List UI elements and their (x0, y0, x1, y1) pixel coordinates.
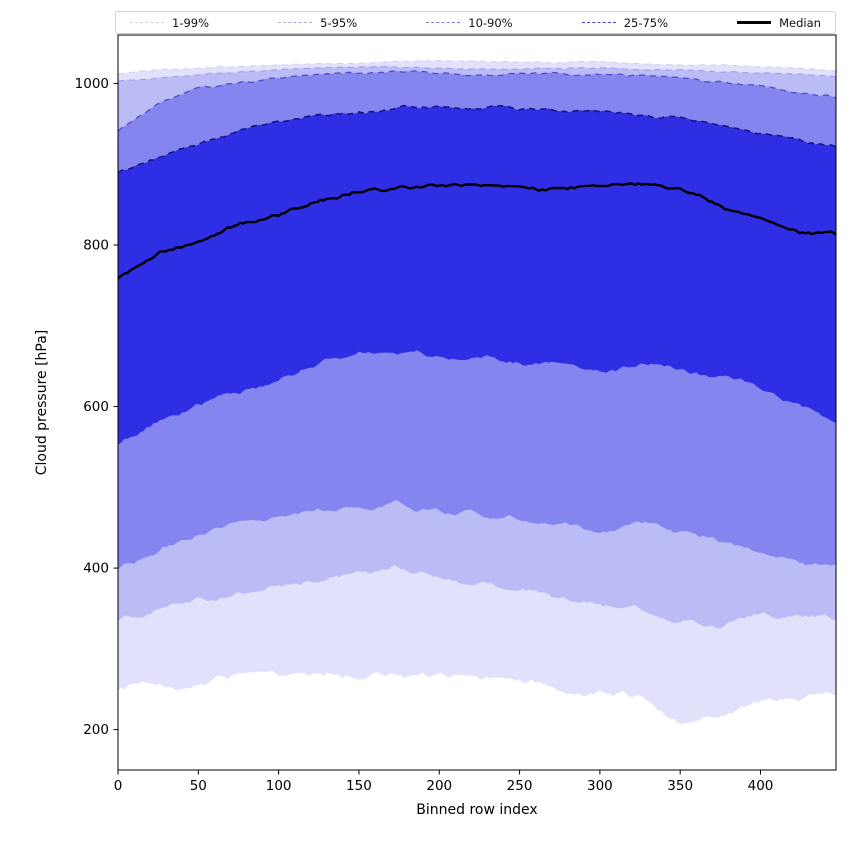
x-tick-label: 100 (266, 778, 292, 794)
x-axis-label: Binned row index (416, 802, 537, 818)
edge-25-75 (117, 104, 837, 174)
legend-item-25-75: 25-75% (581, 15, 669, 30)
y-tick-label: 600 (83, 399, 109, 415)
legend-item-label: 1-99% (172, 15, 210, 30)
y-tick-label: 1000 (75, 76, 109, 92)
x-tick-label: 400 (748, 778, 774, 794)
edge-10-90 (117, 70, 837, 132)
legend-item-label: 5-95% (320, 15, 358, 30)
y-axis-label: Cloud pressure [hPa] (34, 330, 50, 476)
legend-line-sample-25-75 (581, 22, 616, 23)
y-tick-label: 400 (83, 561, 109, 577)
x-tick-label: 300 (587, 778, 613, 794)
y-tick-label: 200 (83, 722, 109, 738)
legend-item-median: Median (737, 16, 821, 30)
median-line (117, 182, 837, 280)
y-tick-label: 800 (83, 238, 109, 254)
legend-item-1-99: 1-99% (130, 16, 209, 30)
legend-item-5-95: 5-95% (278, 16, 357, 30)
x-tick-label: 350 (667, 778, 693, 794)
x-tick-label: 0 (114, 778, 123, 794)
chart-legend: 1-99% 5-95% 10-90% 25-75% Median (115, 11, 836, 34)
legend-line-sample-median (737, 21, 772, 24)
legend-line-sample-10-90 (426, 22, 461, 23)
legend-item-label: 10-90% (468, 15, 513, 30)
legend-item-10-90: 10-90% (426, 15, 513, 30)
plot-border (117, 34, 837, 771)
legend-line-sample-5-95 (278, 22, 313, 23)
x-tick-label: 50 (190, 778, 207, 794)
x-tick-label: 200 (426, 778, 452, 794)
band-25-75 (118, 105, 836, 445)
x-tick-label: 250 (507, 778, 533, 794)
legend-line-sample-1-99 (130, 22, 164, 23)
x-tick-label: 150 (346, 778, 372, 794)
legend-item-label: 25-75% (623, 15, 669, 30)
legend-item-label: Median (779, 15, 821, 30)
